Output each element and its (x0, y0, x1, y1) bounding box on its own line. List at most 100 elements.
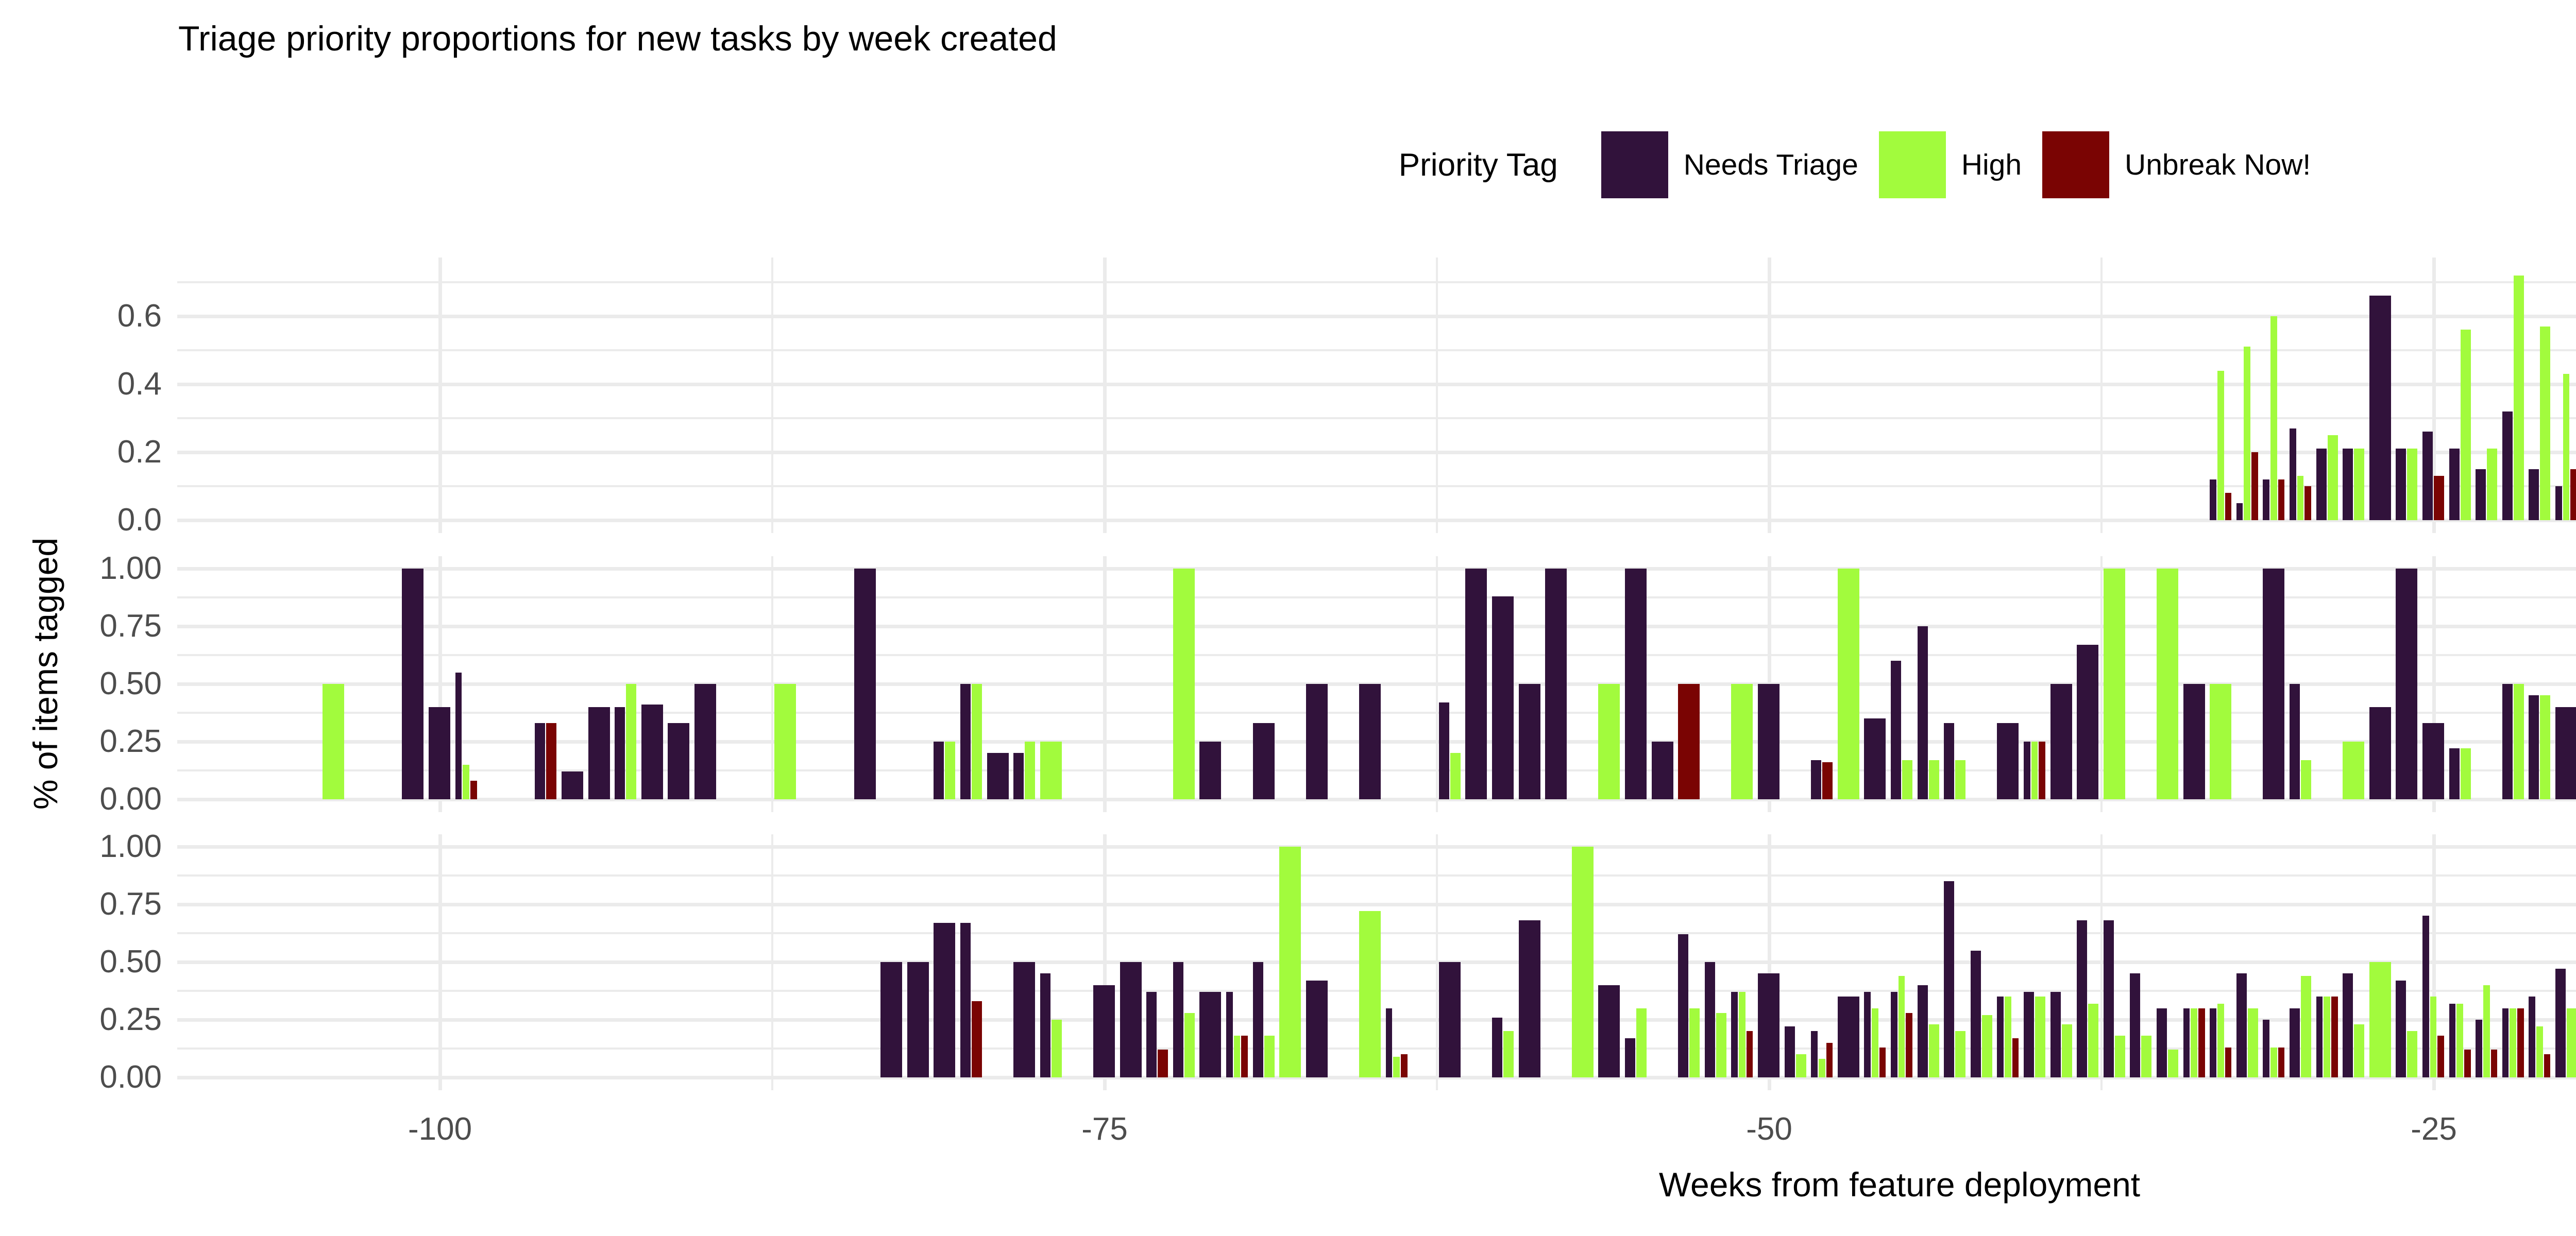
gridline-y-major (177, 519, 2576, 522)
gridline-x-major (2432, 556, 2436, 812)
y-tick-label: 0.75 (99, 608, 162, 644)
x-tick-label: -100 (408, 1111, 472, 1147)
bar-high (1173, 569, 1195, 799)
legend-key-swatch (1878, 131, 1946, 198)
bar-needs-triage (1811, 760, 1822, 799)
bar-high (1837, 569, 1859, 799)
y-tick-label: 0.00 (99, 1059, 162, 1095)
bar-needs-triage (1252, 723, 1275, 799)
bar-high (2513, 684, 2524, 799)
bar-unbreak-now- (1822, 762, 1833, 799)
bar-needs-triage (1837, 997, 1859, 1077)
bar-needs-triage (2103, 920, 2114, 1077)
bar-high (2513, 275, 2524, 520)
bar-needs-triage (2449, 748, 2460, 799)
bar-needs-triage (2236, 973, 2247, 1077)
bar-needs-triage (2529, 469, 2539, 520)
bar-needs-triage (1199, 742, 1222, 799)
bar-high (1051, 1020, 1062, 1077)
gridline-x-major (438, 556, 442, 812)
bar-needs-triage (2476, 1020, 2482, 1077)
bar-unbreak-now- (1879, 1047, 1886, 1077)
gridline-x-minor (2100, 258, 2103, 533)
bar-needs-triage (668, 723, 690, 799)
bar-needs-triage (1891, 992, 1897, 1077)
bar-high (2301, 760, 2311, 799)
bar-needs-triage (641, 705, 663, 799)
bar-needs-triage (2263, 1020, 2270, 1077)
bar-unbreak-now- (2331, 997, 2338, 1077)
bar-unbreak-now- (1400, 1054, 1408, 1077)
x-axis-title: Weeks from feature deployment (1658, 1165, 2141, 1204)
bar-high (2103, 569, 2125, 799)
gridline-y-major (177, 1076, 2576, 1079)
bar-high (1955, 760, 1966, 799)
gridline-y-major (177, 903, 2576, 906)
gridline-x-minor (2100, 556, 2103, 812)
bar-high (2567, 1008, 2576, 1077)
gridline-x-major (1103, 556, 1107, 812)
y-tick-label: 1.00 (99, 829, 162, 864)
gridline-x-minor (1436, 556, 1438, 812)
bar-needs-triage (960, 922, 971, 1077)
bar-needs-triage (1173, 962, 1183, 1077)
bar-unbreak-now- (1746, 1031, 1753, 1077)
bar-needs-triage (2422, 916, 2429, 1077)
gridline-y-major (177, 798, 2576, 801)
bar-needs-triage (2555, 486, 2562, 520)
bar-high (2141, 1036, 2152, 1077)
gridline-x-minor (771, 556, 773, 812)
bar-needs-triage (1120, 962, 1142, 1077)
bar-high (2114, 1036, 2125, 1077)
bar-needs-triage (1625, 1038, 1635, 1077)
gridline-y-minor (177, 596, 2576, 598)
bar-high (2247, 1008, 2258, 1077)
bar-needs-triage (2290, 1008, 2300, 1077)
bar-needs-triage (1226, 992, 1233, 1077)
bar-high (1739, 992, 1745, 1077)
bar-unbreak-now- (2517, 1008, 2524, 1077)
gridline-x-major (438, 834, 442, 1090)
bar-needs-triage (2369, 707, 2391, 799)
bar-high (2456, 1003, 2463, 1077)
gridline-x-major (1103, 258, 1107, 533)
bar-needs-triage (1093, 985, 1115, 1077)
gridline-x-minor (771, 834, 773, 1090)
bar-high (2407, 1031, 2418, 1077)
bar-high (2244, 347, 2251, 520)
bar-unbreak-now- (2304, 486, 2311, 520)
bar-unbreak-now- (1826, 1042, 1833, 1077)
gridline-y-major (177, 383, 2576, 386)
legend-entry: Needs Triage (1601, 131, 1858, 198)
bar-high (2354, 1024, 2365, 1077)
gridline-x-major (1103, 834, 1107, 1090)
gridline-x-major (1768, 834, 1771, 1090)
bar-needs-triage (1013, 753, 1024, 799)
bar-needs-triage (854, 569, 876, 799)
bar-needs-triage (1917, 626, 1928, 799)
bar-needs-triage (2343, 449, 2353, 520)
bar-needs-triage (2449, 449, 2460, 520)
bar-high (1981, 1015, 1992, 1077)
legend: Priority Tag Needs Triage High Unbreak Now… (0, 129, 2576, 201)
bar-needs-triage (1359, 684, 1381, 799)
gridline-x-major (2432, 834, 2436, 1090)
bar-unbreak-now- (2012, 1038, 2019, 1077)
gridline-y-minor (177, 874, 2576, 877)
y-tick-label: 1.00 (99, 551, 162, 586)
y-tick-label: 0.0 (117, 502, 162, 538)
gridline-x-major (1768, 258, 1771, 533)
bar-high (1731, 684, 1753, 799)
bar-needs-triage (2050, 684, 2072, 799)
bar-needs-triage (2476, 469, 2486, 520)
gridline-x-minor (771, 258, 773, 533)
bar-high (2324, 997, 2330, 1077)
bar-needs-triage (1545, 569, 1567, 799)
bar-high (2301, 975, 2311, 1077)
x-tick-label: -75 (1081, 1111, 1128, 1147)
bar-high (2035, 997, 2045, 1077)
bar-high (1025, 742, 1036, 799)
bar-needs-triage (2290, 428, 2296, 520)
bar-high (2210, 684, 2232, 799)
